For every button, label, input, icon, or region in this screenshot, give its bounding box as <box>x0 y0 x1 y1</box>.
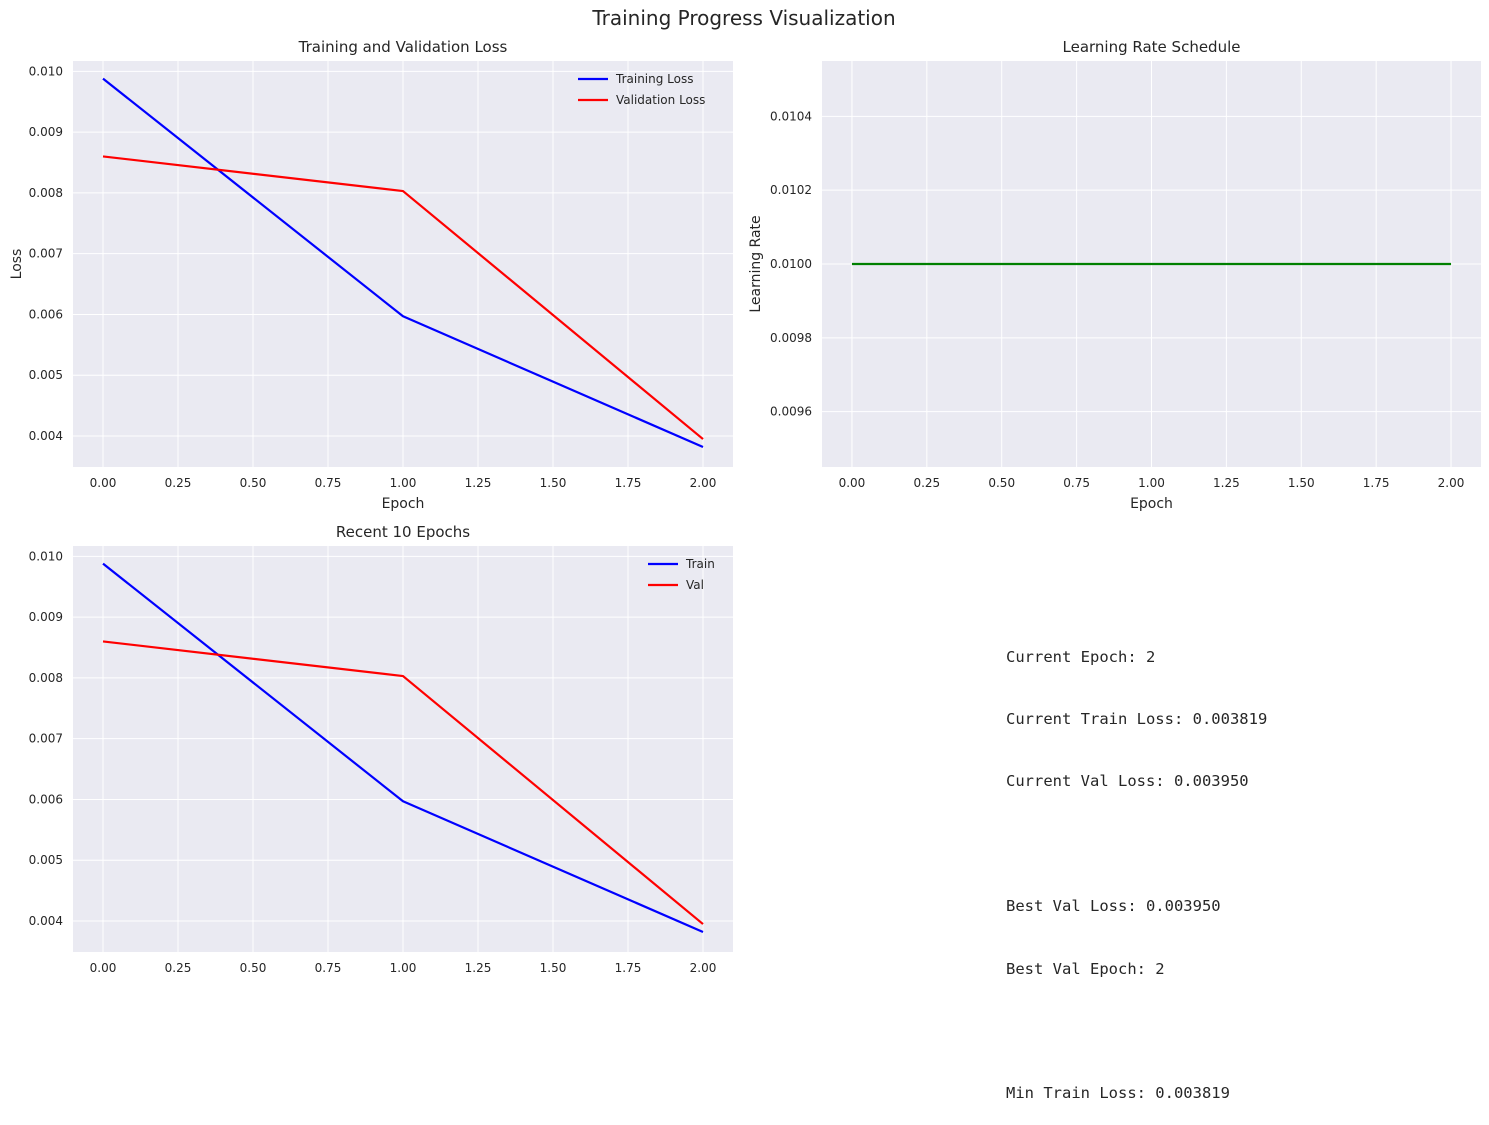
x-tick-label: 1.25 <box>465 961 492 975</box>
figure-title: Training Progress Visualization <box>591 6 895 30</box>
x-tick-label: 0.00 <box>90 961 117 975</box>
y-axis-label: Loss <box>9 249 25 280</box>
x-tick-label: 0.75 <box>315 961 342 975</box>
x-tick-label: 0.75 <box>315 476 342 490</box>
x-tick-label: 1.00 <box>390 476 417 490</box>
x-tick-label: 0.25 <box>165 476 192 490</box>
y-tick-label: 0.0098 <box>770 331 812 345</box>
x-tick-label: 1.50 <box>540 476 567 490</box>
series-line-val <box>102 640 704 925</box>
stat-current-epoch: Current Epoch: 2 <box>1006 647 1156 666</box>
y-tick-label: 0.008 <box>29 186 63 200</box>
chart-title: Recent 10 Epochs <box>336 523 470 541</box>
x-tick-label: 1.25 <box>465 476 492 490</box>
chart-title: Training and Validation Loss <box>298 38 508 56</box>
legend-label: Val <box>686 578 704 592</box>
x-tick-label: 1.25 <box>1213 476 1240 490</box>
legend-label: Validation Loss <box>616 93 705 107</box>
stat-current-val-loss: Current Val Loss: 0.003950 <box>1006 772 1249 791</box>
chart-panel-3: 0.00 0.25 0.50 0.75 1.00 1.25 1.50 1.75 2.00 0.00… <box>29 523 733 975</box>
chart-title: Learning Rate Schedule <box>1063 38 1241 56</box>
y-tick-label: 0.006 <box>29 792 63 806</box>
y-tick-label: 0.008 <box>29 671 63 685</box>
y-tick-label: 0.009 <box>29 610 63 624</box>
figure: Training Progress Visualization 0.00 0.25… <box>9 6 1481 975</box>
chart-panel-1: 0.00 0.25 0.50 0.75 1.00 1.25 1.50 1.75 2.00 0.00… <box>9 38 733 512</box>
x-tick-label: 0.25 <box>913 476 940 490</box>
x-tick-label: 0.50 <box>240 476 267 490</box>
y-tick-label: 0.0104 <box>770 109 812 123</box>
x-tick-label: 2.00 <box>690 961 717 975</box>
y-tick-label: 0.0096 <box>770 405 812 419</box>
plots-container: 0.00 0.25 0.50 0.75 1.00 1.25 1.50 1.75 2.00 0.00… <box>9 38 1481 975</box>
legend: Train Val <box>648 557 715 592</box>
x-tick-label: 1.75 <box>615 961 642 975</box>
stat-spacer <box>1006 1021 1267 1042</box>
x-tick-label: 0.00 <box>839 476 866 490</box>
x-tick-label: 2.00 <box>1438 476 1465 490</box>
x-tick-label: 1.00 <box>390 961 417 975</box>
stats-panel: Current Epoch: 2 Current Train Loss: 0.0… <box>1006 605 1267 1125</box>
chart-panel-2: 0.00 0.25 0.50 0.75 1.00 1.25 1.50 1.75 2.00 0.00… <box>748 38 1481 512</box>
y-tick-label: 0.007 <box>29 247 63 261</box>
x-tick-label: 0.50 <box>240 961 267 975</box>
series-line-training-loss <box>102 77 704 449</box>
y-axis-label: Learning Rate <box>748 215 764 312</box>
series-line-train <box>102 562 704 934</box>
x-tick-label: 0.00 <box>90 476 117 490</box>
x-tick-label: 1.50 <box>540 961 567 975</box>
y-tick-label: 0.005 <box>29 368 63 382</box>
y-tick-label: 0.005 <box>29 853 63 867</box>
legend: Training Loss Validation Loss <box>578 72 705 107</box>
x-tick-label: 1.00 <box>1138 476 1165 490</box>
y-tick-label: 0.007 <box>29 732 63 746</box>
y-tick-label: 0.009 <box>29 125 63 139</box>
legend-label: Train <box>685 557 715 571</box>
x-axis-label: Epoch <box>1130 496 1173 512</box>
legend-label: Training Loss <box>615 72 693 86</box>
y-tick-label: 0.0100 <box>770 257 812 271</box>
x-tick-label: 2.00 <box>690 476 717 490</box>
stat-spacer <box>1006 834 1267 855</box>
x-axis-label: Epoch <box>382 496 425 512</box>
x-tick-label: 0.50 <box>988 476 1015 490</box>
y-tick-label: 0.004 <box>29 914 63 928</box>
x-tick-label: 1.75 <box>1363 476 1390 490</box>
x-tick-label: 0.75 <box>1063 476 1090 490</box>
series-line-validation-loss <box>102 155 704 440</box>
y-tick-label: 0.010 <box>29 64 63 78</box>
y-tick-label: 0.0102 <box>770 183 812 197</box>
x-tick-label: 1.75 <box>615 476 642 490</box>
stat-current-train-loss: Current Train Loss: 0.003819 <box>1006 709 1268 728</box>
x-tick-label: 0.25 <box>165 961 192 975</box>
y-tick-label: 0.010 <box>29 549 63 563</box>
x-tick-label: 1.50 <box>1288 476 1315 490</box>
stat-best-val-loss: Best Val Loss: 0.003950 <box>1006 897 1221 916</box>
stat-min-train-loss: Min Train Loss: 0.003819 <box>1006 1084 1230 1103</box>
y-tick-label: 0.004 <box>29 429 63 443</box>
y-tick-label: 0.006 <box>29 307 63 321</box>
stat-best-val-epoch: Best Val Epoch: 2 <box>1006 959 1165 978</box>
